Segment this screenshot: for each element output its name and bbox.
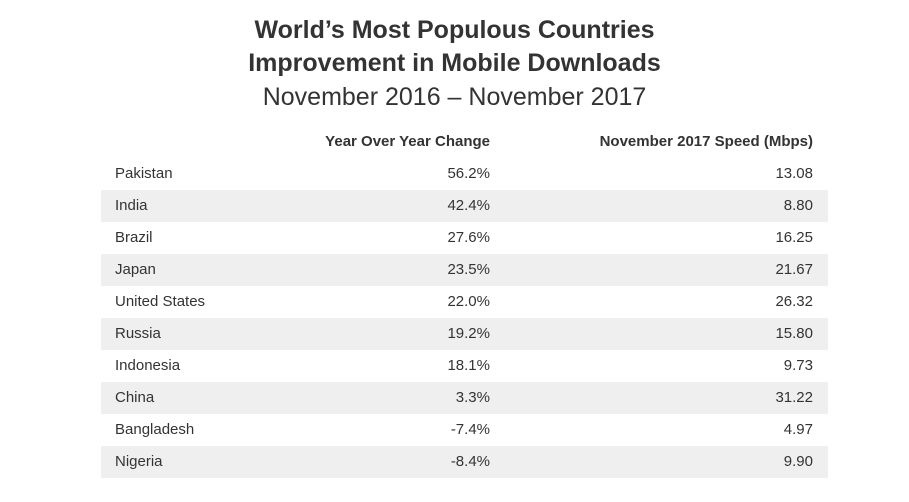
country-cell: Brazil [115, 229, 153, 246]
yoy-change-cell: 42.4% [447, 197, 490, 214]
chart-title-block: World’s Most Populous Countries Improvem… [0, 14, 909, 115]
column-header-yoy-change: Year Over Year Change [325, 133, 490, 150]
table-row: Japan 23.5% 21.67 [101, 254, 828, 286]
table-row: India 42.4% 8.80 [101, 190, 828, 222]
table-row: Nigeria -8.4% 9.90 [101, 446, 828, 478]
speed-cell: 9.73 [783, 357, 813, 374]
table-row: Indonesia 18.1% 9.73 [101, 350, 828, 382]
yoy-change-cell: -7.4% [450, 421, 490, 438]
speed-cell: 4.97 [783, 421, 813, 438]
table-row: United States 22.0% 26.32 [101, 286, 828, 318]
country-cell: India [115, 197, 148, 214]
country-cell: China [115, 389, 155, 406]
chart-subtitle: November 2016 – November 2017 [262, 83, 647, 111]
speed-cell: 21.67 [775, 261, 813, 278]
speed-cell: 31.22 [775, 389, 813, 406]
table-header-row: Year Over Year Change November 2017 Spee… [101, 128, 828, 158]
table-row: Bangladesh -7.4% 4.97 [101, 414, 828, 446]
table-body: Pakistan 56.2% 13.08 India 42.4% 8.80 Brazil 27… [101, 158, 828, 478]
column-header-speed: November 2017 Speed (Mbps) [599, 133, 813, 150]
speed-cell: 26.32 [775, 293, 813, 310]
yoy-change-cell: 22.0% [447, 293, 490, 310]
country-cell: Nigeria [115, 453, 163, 470]
data-table: Year Over Year Change November 2017 Spee… [101, 128, 828, 478]
table-row: Russia 19.2% 15.80 [101, 318, 828, 350]
speed-cell: 8.80 [783, 197, 813, 214]
yoy-change-cell: 27.6% [447, 229, 490, 246]
table-row: Pakistan 56.2% 13.08 [101, 158, 828, 190]
country-cell: United States [115, 293, 206, 310]
yoy-change-cell: 3.3% [455, 389, 490, 406]
speed-cell: 15.80 [775, 325, 813, 342]
speed-cell: 13.08 [775, 165, 813, 182]
speed-cell: 16.25 [775, 229, 813, 246]
country-cell: Indonesia [115, 357, 181, 374]
table-row: Brazil 27.6% 16.25 [101, 222, 828, 254]
country-cell: Japan [115, 261, 156, 278]
country-cell: Russia [115, 325, 161, 342]
country-cell: Pakistan [115, 165, 173, 182]
table-row: China 3.3% 31.22 [101, 382, 828, 414]
chart-title-line-1: World’s Most Populous Countries [254, 16, 655, 44]
chart-title-line-2: Improvement in Mobile Downloads [248, 49, 661, 77]
yoy-change-cell: 18.1% [447, 357, 490, 374]
yoy-change-cell: 23.5% [447, 261, 490, 278]
yoy-change-cell: 19.2% [447, 325, 490, 342]
speed-cell: 9.90 [783, 453, 813, 470]
yoy-change-cell: 56.2% [447, 165, 490, 182]
yoy-change-cell: -8.4% [450, 453, 490, 470]
country-cell: Bangladesh [115, 421, 195, 438]
